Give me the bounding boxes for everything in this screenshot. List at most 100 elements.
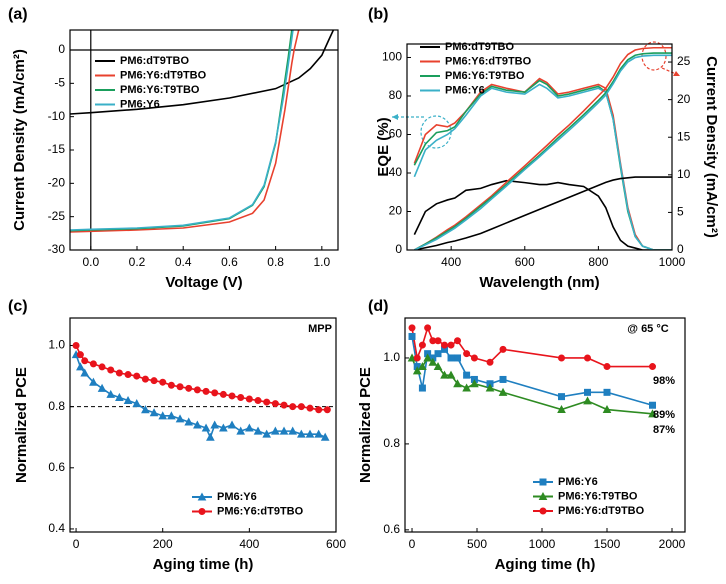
series-line xyxy=(70,30,335,115)
marker xyxy=(485,383,495,392)
annotation: 89% xyxy=(653,409,675,421)
marker xyxy=(538,491,548,500)
legend-label: PM6:Y6:dT9TBO xyxy=(445,55,532,67)
legend-label: PM6:Y6 xyxy=(120,98,160,110)
panel-label: (c) xyxy=(8,298,28,315)
marker xyxy=(167,411,176,420)
marker xyxy=(583,396,592,405)
y-tick-label: 40 xyxy=(389,165,403,179)
marker xyxy=(80,368,90,377)
marker xyxy=(123,395,133,405)
marker xyxy=(649,401,657,409)
marker xyxy=(314,429,324,438)
marker xyxy=(486,358,494,366)
panel-label: (b) xyxy=(368,6,388,23)
marker xyxy=(440,370,449,379)
marker xyxy=(254,397,262,405)
marker xyxy=(124,371,132,379)
marker xyxy=(424,324,432,332)
y-tick-label: -25 xyxy=(48,209,66,223)
plot-area xyxy=(70,30,338,250)
x-tick-label: 400 xyxy=(239,537,259,551)
marker xyxy=(211,389,219,397)
plot-area xyxy=(411,325,653,415)
marker xyxy=(89,360,97,368)
x-tick-label: 0.0 xyxy=(82,255,99,269)
marker xyxy=(428,357,438,366)
marker xyxy=(141,375,149,383)
marker xyxy=(176,383,184,391)
marker xyxy=(499,345,507,353)
x-tick-label: 1.0 xyxy=(313,255,330,269)
marker xyxy=(236,426,246,435)
y-tick-label: 0 xyxy=(395,242,402,256)
marker xyxy=(499,375,507,383)
series-line xyxy=(413,179,672,250)
y-axis-label: Normalized PCE xyxy=(13,367,30,483)
x-tick-label: 400 xyxy=(441,255,461,269)
x-tick-label: 0.8 xyxy=(267,255,284,269)
marker xyxy=(447,341,455,349)
callout-arrow xyxy=(661,67,677,75)
marker xyxy=(237,393,245,401)
y-tick-label: 0.8 xyxy=(48,399,65,413)
plot-area xyxy=(413,46,672,250)
legend-label: PM6:dT9TBO xyxy=(445,41,515,53)
series-line xyxy=(70,30,300,233)
marker xyxy=(201,423,211,432)
x-tick-label: 1500 xyxy=(594,537,621,551)
y-tick-label: 0.4 xyxy=(48,521,65,535)
marker xyxy=(197,492,207,501)
y-tick-label: 0.6 xyxy=(383,522,400,536)
marker xyxy=(418,384,426,392)
marker xyxy=(305,429,315,438)
marker xyxy=(106,389,116,398)
marker xyxy=(202,387,210,395)
marker xyxy=(454,354,462,362)
marker xyxy=(253,426,263,435)
marker xyxy=(193,386,201,394)
marker xyxy=(412,366,422,375)
y-tick-label: 60 xyxy=(389,127,403,141)
x-axis-label: Voltage (V) xyxy=(165,274,242,291)
marker xyxy=(97,383,107,392)
marker xyxy=(315,406,323,414)
marker xyxy=(539,507,547,515)
marker xyxy=(297,403,305,411)
series-line xyxy=(414,176,672,250)
y2-tick-label: 5 xyxy=(677,205,684,219)
annotation: 87% xyxy=(653,424,675,436)
legend-label: PM6:Y6:T9TBO xyxy=(445,70,525,82)
marker xyxy=(584,388,592,396)
series-line xyxy=(413,77,672,250)
marker xyxy=(210,420,220,429)
x-tick-label: 1000 xyxy=(529,537,556,551)
y-axis-label: EQE (%) xyxy=(375,117,392,176)
x-tick-label: 2000 xyxy=(659,537,686,551)
marker xyxy=(167,381,175,389)
x-axis-label: Aging time (h) xyxy=(495,556,596,573)
marker xyxy=(463,371,471,379)
x-tick-label: 1000 xyxy=(659,255,686,269)
x-tick-label: 0.2 xyxy=(129,255,146,269)
marker xyxy=(115,369,123,377)
marker xyxy=(227,420,237,429)
panel-label: (d) xyxy=(368,298,388,315)
x-axis-label: Wavelength (nm) xyxy=(479,274,599,291)
x-tick-label: 600 xyxy=(326,537,346,551)
marker xyxy=(462,383,471,392)
marker xyxy=(288,426,298,435)
y2-tick-label: 0 xyxy=(677,242,684,256)
x-tick-label: 200 xyxy=(153,537,173,551)
marker xyxy=(279,426,289,435)
marker xyxy=(323,406,331,414)
y-tick-label: 0.6 xyxy=(48,460,65,474)
series-line xyxy=(413,52,672,250)
x-tick-label: 0.4 xyxy=(175,255,192,269)
legend-label: PM6:Y6:dT9TBO xyxy=(558,505,645,517)
legend-label: PM6:Y6:T9TBO xyxy=(120,84,200,96)
marker xyxy=(433,362,443,371)
series-line xyxy=(414,54,672,250)
series-line xyxy=(70,30,294,231)
